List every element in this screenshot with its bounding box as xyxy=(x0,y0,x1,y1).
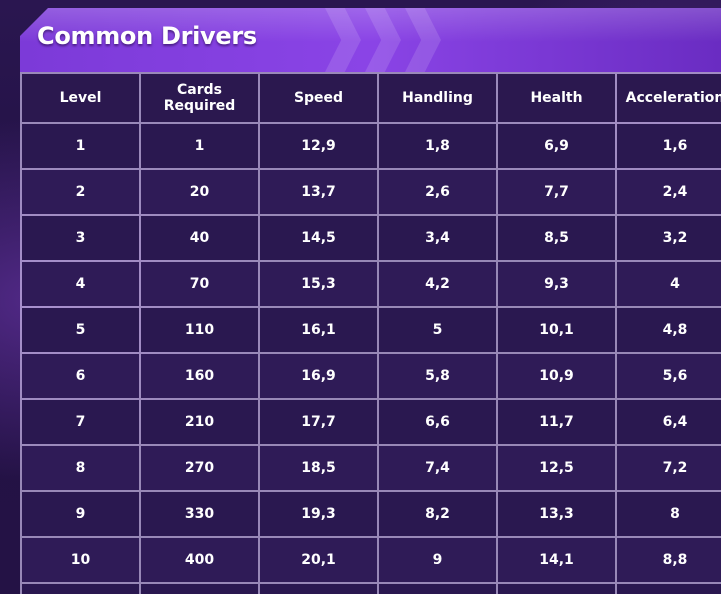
header-health: Health xyxy=(498,74,615,122)
cell-level: 3 xyxy=(22,216,139,260)
cell-cards-required: 70 xyxy=(141,262,258,306)
cell-speed: 18,5 xyxy=(260,446,377,490)
cell-handling: 4,2 xyxy=(379,262,496,306)
cell-cards-required: 20 xyxy=(141,170,258,214)
empty-cell xyxy=(617,584,721,594)
cell-health: 12,5 xyxy=(498,446,615,490)
cell-health: 14,1 xyxy=(498,538,615,582)
empty-cell xyxy=(141,584,258,594)
cell-cards-required: 40 xyxy=(141,216,258,260)
cell-level: 8 xyxy=(22,446,139,490)
header-level: Level xyxy=(22,74,139,122)
cell-speed: 19,3 xyxy=(260,492,377,536)
cell-speed: 16,1 xyxy=(260,308,377,352)
cell-level: 4 xyxy=(22,262,139,306)
cell-handling: 8,2 xyxy=(379,492,496,536)
page-title: Common Drivers xyxy=(37,22,257,50)
cell-level: 6 xyxy=(22,354,139,398)
empty-cell xyxy=(260,584,377,594)
cell-speed: 17,7 xyxy=(260,400,377,444)
chevron-decoration xyxy=(325,8,441,72)
cell-health: 7,7 xyxy=(498,170,615,214)
cell-handling: 2,6 xyxy=(379,170,496,214)
cell-acceleration: 1,6 xyxy=(617,124,721,168)
cell-level: 7 xyxy=(22,400,139,444)
cell-health: 13,3 xyxy=(498,492,615,536)
cell-level: 1 xyxy=(22,124,139,168)
cell-handling: 5 xyxy=(379,308,496,352)
cell-acceleration: 5,6 xyxy=(617,354,721,398)
cell-health: 10,1 xyxy=(498,308,615,352)
cell-level: 9 xyxy=(22,492,139,536)
chevron-right-icon xyxy=(325,8,361,72)
cell-cards-required: 1 xyxy=(141,124,258,168)
cell-handling: 9 xyxy=(379,538,496,582)
stats-table: Level Cards Required Speed Handling Heal… xyxy=(20,72,721,594)
cell-cards-required: 270 xyxy=(141,446,258,490)
cell-speed: 14,5 xyxy=(260,216,377,260)
cell-health: 10,9 xyxy=(498,354,615,398)
cell-level: 10 xyxy=(22,538,139,582)
cell-handling: 6,6 xyxy=(379,400,496,444)
cell-health: 6,9 xyxy=(498,124,615,168)
cell-cards-required: 330 xyxy=(141,492,258,536)
cell-handling: 7,4 xyxy=(379,446,496,490)
header-cards-required: Cards Required xyxy=(141,74,258,122)
cell-acceleration: 4 xyxy=(617,262,721,306)
cell-handling: 1,8 xyxy=(379,124,496,168)
cell-acceleration: 8,8 xyxy=(617,538,721,582)
cell-acceleration: 7,2 xyxy=(617,446,721,490)
cell-acceleration: 2,4 xyxy=(617,170,721,214)
cell-health: 8,5 xyxy=(498,216,615,260)
cell-handling: 3,4 xyxy=(379,216,496,260)
cell-speed: 20,1 xyxy=(260,538,377,582)
cell-cards-required: 400 xyxy=(141,538,258,582)
cell-cards-required: 210 xyxy=(141,400,258,444)
title-banner xyxy=(20,8,721,72)
cell-speed: 12,9 xyxy=(260,124,377,168)
cell-acceleration: 6,4 xyxy=(617,400,721,444)
cell-health: 11,7 xyxy=(498,400,615,444)
empty-cell xyxy=(379,584,496,594)
cell-speed: 13,7 xyxy=(260,170,377,214)
cell-cards-required: 110 xyxy=(141,308,258,352)
empty-cell xyxy=(498,584,615,594)
cell-acceleration: 4,8 xyxy=(617,308,721,352)
header-cards-required-label: Cards Required xyxy=(163,82,236,114)
cell-level: 2 xyxy=(22,170,139,214)
cell-handling: 5,8 xyxy=(379,354,496,398)
empty-cell xyxy=(22,584,139,594)
banner-shine xyxy=(20,8,721,42)
header-acceleration: Acceleration xyxy=(617,74,721,122)
cell-health: 9,3 xyxy=(498,262,615,306)
cell-cards-required: 160 xyxy=(141,354,258,398)
header-handling: Handling xyxy=(379,74,496,122)
header-speed: Speed xyxy=(260,74,377,122)
cell-speed: 15,3 xyxy=(260,262,377,306)
cell-speed: 16,9 xyxy=(260,354,377,398)
cell-acceleration: 3,2 xyxy=(617,216,721,260)
chevron-right-icon xyxy=(405,8,441,72)
chevron-right-icon xyxy=(365,8,401,72)
cell-level: 5 xyxy=(22,308,139,352)
cell-acceleration: 8 xyxy=(617,492,721,536)
